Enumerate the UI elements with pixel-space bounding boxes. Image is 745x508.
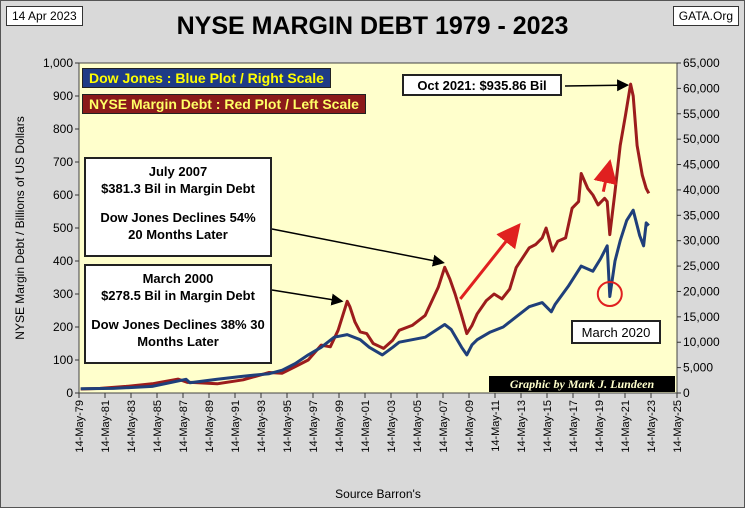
x-tick-label: 14-May-01	[360, 400, 372, 453]
x-tick-label: 14-May-07	[438, 400, 450, 453]
x-tick-label: 14-May-05	[412, 400, 424, 453]
annotation-july-2007-line4: 20 Months Later	[128, 227, 228, 242]
y2-tick-label: 20,000	[683, 284, 720, 298]
annotation-march-2000-line4: Months Later	[137, 334, 219, 349]
x-tick-label: 14-May-79	[74, 400, 86, 453]
y-tick-label: 400	[53, 254, 73, 268]
annotation-july-2007-line2: $381.3 Bil in Margin Debt	[101, 181, 255, 196]
date-label: 14 Apr 2023	[6, 6, 83, 26]
annotation-july-2007: July 2007 $381.3 Bil in Margin Debt Dow …	[84, 157, 272, 257]
y2-tick-label: 45,000	[683, 158, 720, 172]
y-tick-label: 600	[53, 188, 73, 202]
arrow-july-2007	[271, 228, 445, 267]
x-tick-label: 14-May-25	[672, 400, 684, 453]
y-tick-label: 0	[66, 386, 73, 400]
annotation-oct-2021-text: Oct 2021: $935.86 Bil	[417, 78, 547, 93]
annotation-oct-2021: Oct 2021: $935.86 Bil	[402, 74, 562, 96]
y2-tick-label: 55,000	[683, 107, 720, 121]
annotation-march-2020: March 2020	[571, 320, 661, 344]
annotation-july-2007-line3: Dow Jones Declines 54%	[100, 210, 256, 225]
y-tick-label: 800	[53, 122, 73, 136]
x-tick-label: 14-May-21	[620, 400, 632, 453]
y2-tick-label: 50,000	[683, 132, 720, 146]
x-tick-label: 14-May-03	[386, 400, 398, 453]
annotation-march-2000-line1: March 2000	[142, 271, 214, 286]
annotation-march-2000-line3: Dow Jones Declines 38% 30	[91, 317, 265, 332]
y2-tick-label: 0	[683, 386, 690, 400]
x-tick-label: 14-May-85	[152, 400, 164, 453]
x-tick-label: 14-May-89	[204, 400, 216, 453]
x-tick-label: 14-May-87	[178, 400, 190, 453]
y-tick-label: 500	[53, 221, 73, 235]
y2-tick-label: 10,000	[683, 335, 720, 349]
arrow-oct-2021	[564, 79, 630, 92]
x-tick-label: 14-May-09	[464, 400, 476, 453]
y-tick-label: 1,000	[43, 56, 73, 70]
annotation-july-2007-line1: July 2007	[148, 164, 208, 179]
x-tick-label: 14-May-81	[100, 400, 112, 453]
x-tick-label: 14-May-91	[230, 400, 242, 453]
y2-tick-label: 60,000	[683, 81, 720, 95]
x-tick-label: 14-May-99	[334, 400, 346, 453]
x-tick-label: 14-May-17	[568, 400, 580, 453]
annotation-march-2000: March 2000 $278.5 Bil in Margin Debt Dow…	[84, 264, 272, 364]
y-tick-label: 200	[53, 320, 73, 334]
y2-tick-label: 5,000	[683, 361, 713, 375]
legend-margin-debt: NYSE Margin Debt : Red Plot / Left Scale	[82, 94, 366, 114]
legend-dow: Dow Jones : Blue Plot / Right Scale	[82, 68, 331, 88]
march-2020-circle	[596, 281, 623, 307]
dow-jones-line	[80, 208, 650, 391]
annotation-march-2020-text: March 2020	[581, 325, 651, 340]
annotation-march-2000-line2: $278.5 Bil in Margin Debt	[101, 288, 255, 303]
x-tick-label: 14-May-23	[646, 400, 658, 453]
y2-tick-label: 15,000	[683, 310, 720, 324]
y2-tick-label: 35,000	[683, 208, 720, 222]
x-tick-label: 14-May-97	[308, 400, 320, 453]
arrow-march-2000	[271, 289, 344, 306]
x-tick-label: 14-May-19	[594, 400, 606, 453]
graphic-credit: Graphic by Mark J. Lundeen	[489, 376, 675, 392]
x-tick-label: 14-May-13	[516, 400, 528, 453]
chart-title: NYSE MARGIN DEBT 1979 - 2023	[176, 12, 569, 40]
y-axis-title: NYSE Margin Debt / Billions of US Dollar…	[13, 116, 27, 339]
y2-tick-label: 65,000	[683, 56, 720, 70]
y2-tick-label: 25,000	[683, 259, 720, 273]
x-tick-label: 14-May-83	[126, 400, 138, 453]
source-site-label: GATA.Org	[672, 6, 739, 26]
y-tick-label: 700	[53, 155, 73, 169]
x-axis-title: Source Barron's	[335, 487, 421, 501]
y-tick-label: 900	[53, 89, 73, 103]
y2-tick-label: 40,000	[683, 183, 720, 197]
y-tick-label: 100	[53, 353, 73, 367]
x-tick-label: 14-May-15	[542, 400, 554, 453]
y-tick-label: 300	[53, 287, 73, 301]
margin-debt-line	[80, 82, 651, 391]
y2-tick-label: 30,000	[683, 234, 720, 248]
x-tick-label: 14-May-93	[256, 400, 268, 453]
trend-arrow-2009	[459, 223, 521, 300]
trend-arrow-2020	[593, 159, 618, 193]
x-tick-label: 14-May-95	[282, 400, 294, 453]
x-tick-label: 14-May-11	[490, 400, 502, 452]
